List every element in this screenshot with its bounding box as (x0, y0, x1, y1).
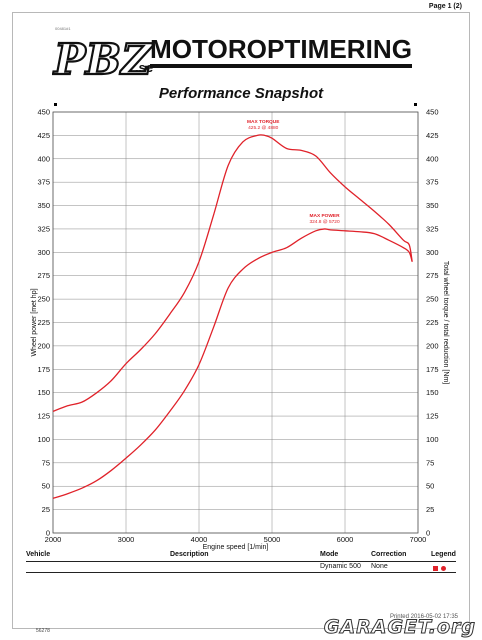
y-tick-label-left: 175 (37, 365, 50, 374)
table-header: Vehicle Description Mode Correction Lege… (26, 551, 456, 561)
cell-correction: None (371, 563, 388, 570)
legend-marker-torque (441, 566, 446, 571)
x-tick-label: 3000 (118, 535, 135, 544)
y-tick-label-right: 375 (426, 178, 439, 187)
y-tick-label-left: 200 (37, 341, 50, 350)
y-tick-label-right: 0 (426, 529, 430, 538)
y-tick-label-left: 225 (37, 318, 50, 327)
table-row-rule (26, 572, 456, 573)
y-tick-label-right: 250 (426, 295, 439, 304)
printed-timestamp: Printed 2016-05-02 17:35 (389, 614, 458, 620)
y-tick-label-right: 175 (426, 365, 439, 374)
y-tick-label-left: 125 (37, 412, 50, 421)
watermark-logo: GARAGET.org (323, 616, 476, 639)
y-tick-label-left: 50 (42, 482, 50, 491)
header-correction: Correction (371, 551, 407, 558)
y-tick-label-right: 75 (426, 458, 434, 467)
table-header-rule (26, 561, 456, 562)
logo-pbz: PBZ (53, 35, 153, 82)
table-row: Dynamic 500 None (26, 563, 456, 573)
y-tick-label-right: 150 (426, 388, 439, 397)
y-tick-label-right: 200 (426, 341, 439, 350)
legend-marker-power (433, 566, 438, 571)
series-line-power (52, 228, 413, 500)
y-axis-label-right: Total wheel torque / total reduction [Nm… (442, 261, 449, 384)
y-tick-label-left: 325 (37, 224, 50, 233)
series (52, 134, 413, 500)
header-mode: Mode (320, 551, 339, 558)
cell-mode: Dynamic 500 (320, 563, 361, 570)
y-tick-label-left: 0 (46, 529, 50, 538)
y-tick-label-right: 450 (426, 108, 439, 117)
y-tick-label-left: 350 (37, 201, 50, 210)
y-tick-label-left: 100 (37, 435, 50, 444)
y-tick-label-right: 275 (426, 271, 439, 280)
logo-se: .se (135, 60, 153, 75)
x-tick-label: 6000 (337, 535, 354, 544)
chart-title: Performance Snapshot (158, 85, 324, 102)
grid (52, 111, 419, 534)
header-legend: Legend (431, 551, 456, 558)
x-tick-label: 5000 (264, 535, 281, 544)
plot-frame (52, 111, 419, 534)
y-tick-label-right: 25 (426, 505, 434, 514)
logo-brand: MOTOROPTIMERING (150, 34, 412, 64)
y-tick-label-left: 425 (37, 131, 50, 140)
pbz-logo: PBZ .se MOTOROPTIMERING (52, 34, 412, 82)
y-tick-label-left: 300 (37, 248, 50, 257)
footer-code: 56278 (36, 628, 50, 634)
annotation-value: 425.2 @ 4880 (248, 125, 279, 131)
x-tick-label: 7000 (410, 535, 427, 544)
corner-marker-left (54, 103, 57, 106)
logo-underline (150, 64, 412, 68)
y-tick-label-right: 400 (426, 154, 439, 163)
document-code: 00481#1 (55, 26, 71, 31)
x-axis-label: Engine speed [1/min] (203, 544, 269, 551)
corner-marker-right (414, 103, 417, 106)
axes: 0 0 25 25 50 50 75 75 100 100 125 125 150 150 175 175 20… (31, 103, 449, 551)
annotation-value: 324.8 @ 5720 (309, 219, 340, 225)
page-frame (12, 12, 470, 629)
page-number: Page 1 (2) (428, 3, 462, 10)
annotation-label: MAX POWER (309, 213, 340, 219)
y-tick-label-right: 300 (426, 248, 439, 257)
y-tick-label-left: 75 (42, 458, 50, 467)
header-vehicle: Vehicle (26, 551, 51, 558)
y-tick-label-left: 150 (37, 388, 50, 397)
x-tick-label: 2000 (45, 535, 62, 544)
y-tick-label-left: 375 (37, 178, 50, 187)
y-tick-label-right: 425 (426, 131, 439, 140)
header-description: Description (170, 551, 209, 558)
y-tick-label-left: 275 (37, 271, 50, 280)
y-tick-label-left: 400 (37, 154, 50, 163)
y-axis-label-left: Wheel power [met hp] (31, 288, 38, 356)
y-tick-label-left: 25 (42, 505, 50, 514)
y-tick-label-left: 250 (37, 295, 50, 304)
annotation-label: MAX TORQUE (247, 119, 280, 125)
y-tick-label-right: 100 (426, 435, 439, 444)
y-tick-label-left: 450 (37, 108, 50, 117)
y-tick-label-right: 125 (426, 412, 439, 421)
y-tick-label-right: 350 (426, 201, 439, 210)
x-tick-label: 4000 (191, 535, 208, 544)
y-tick-label-right: 225 (426, 318, 439, 327)
y-tick-label-right: 325 (426, 224, 439, 233)
y-tick-label-right: 50 (426, 482, 434, 491)
series-line-torque (52, 134, 413, 412)
